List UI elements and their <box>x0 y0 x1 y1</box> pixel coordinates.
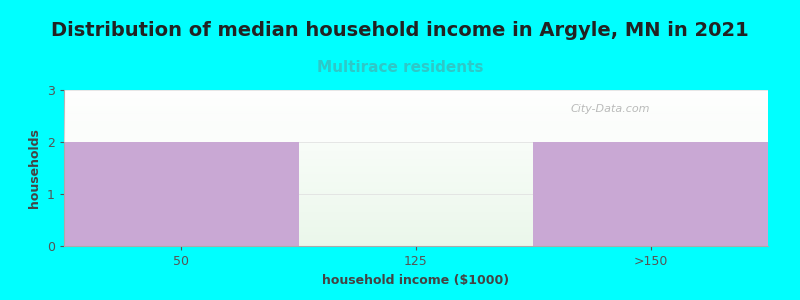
Text: City-Data.com: City-Data.com <box>571 104 650 114</box>
Text: Distribution of median household income in Argyle, MN in 2021: Distribution of median household income … <box>51 21 749 40</box>
Bar <box>534 142 768 246</box>
X-axis label: household income ($1000): household income ($1000) <box>322 274 510 286</box>
Text: Multirace residents: Multirace residents <box>317 60 483 75</box>
Y-axis label: households: households <box>29 128 42 208</box>
Bar <box>64 142 298 246</box>
